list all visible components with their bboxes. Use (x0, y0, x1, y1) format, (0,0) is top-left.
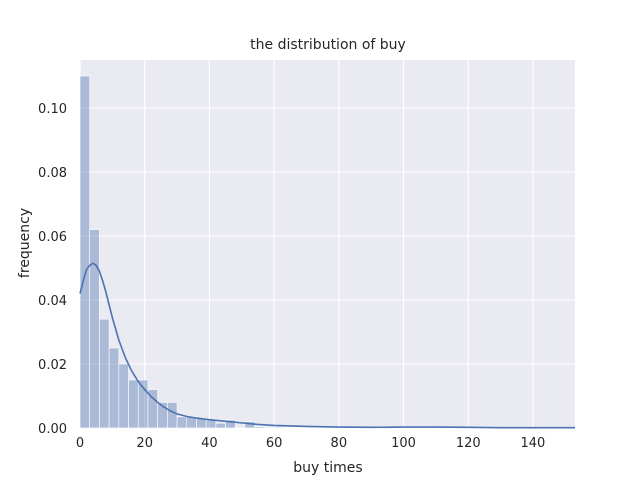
histogram-bar (128, 379, 139, 429)
histogram-bar (118, 363, 129, 429)
x-tick-label: 0 (76, 436, 84, 451)
histogram-bar (283, 427, 294, 429)
chart-title: the distribution of buy (250, 37, 406, 53)
y-tick-label: 0.04 (38, 294, 67, 309)
kde-line (79, 262, 575, 429)
histogram-bar (205, 419, 217, 429)
histogram-bar (99, 318, 110, 429)
plot-area (80, 60, 575, 428)
histogram-bar (176, 416, 188, 429)
histogram-bar (302, 427, 314, 429)
histogram-bar (264, 426, 275, 429)
x-tick-label: 80 (331, 436, 348, 451)
y-tick-label: 0.10 (38, 102, 67, 117)
histogram-bar (79, 75, 91, 429)
histogram-bar (215, 422, 226, 429)
histogram-bar (293, 427, 304, 429)
x-tick-label: 140 (521, 436, 546, 451)
histogram-bars (79, 75, 566, 429)
x-tick-labels: 0 20 40 60 80 100 120 140 (76, 436, 545, 451)
histogram-bar (254, 426, 265, 429)
x-tick-label: 60 (266, 436, 283, 451)
y-tick-label: 0.08 (38, 166, 67, 181)
y-axis-label: frequency (17, 208, 33, 278)
y-tick-label: 0.00 (38, 422, 67, 437)
x-tick-label: 120 (456, 436, 481, 451)
histogram-bar (273, 426, 285, 429)
x-tick-label: 40 (201, 436, 218, 451)
x-tick-label: 20 (136, 436, 153, 451)
histogram-bar (225, 419, 236, 429)
x-axis-label: buy times (293, 460, 362, 476)
y-tick-label: 0.02 (38, 358, 67, 373)
histogram-bar (167, 402, 178, 429)
y-tick-labels: 0.00 0.02 0.04 0.06 0.08 0.10 (38, 102, 67, 437)
histogram-bar (108, 347, 120, 429)
grid-lines (79, 60, 575, 429)
y-tick-label: 0.06 (38, 230, 67, 245)
x-tick-label: 100 (391, 436, 416, 451)
histogram-bar (89, 229, 100, 429)
